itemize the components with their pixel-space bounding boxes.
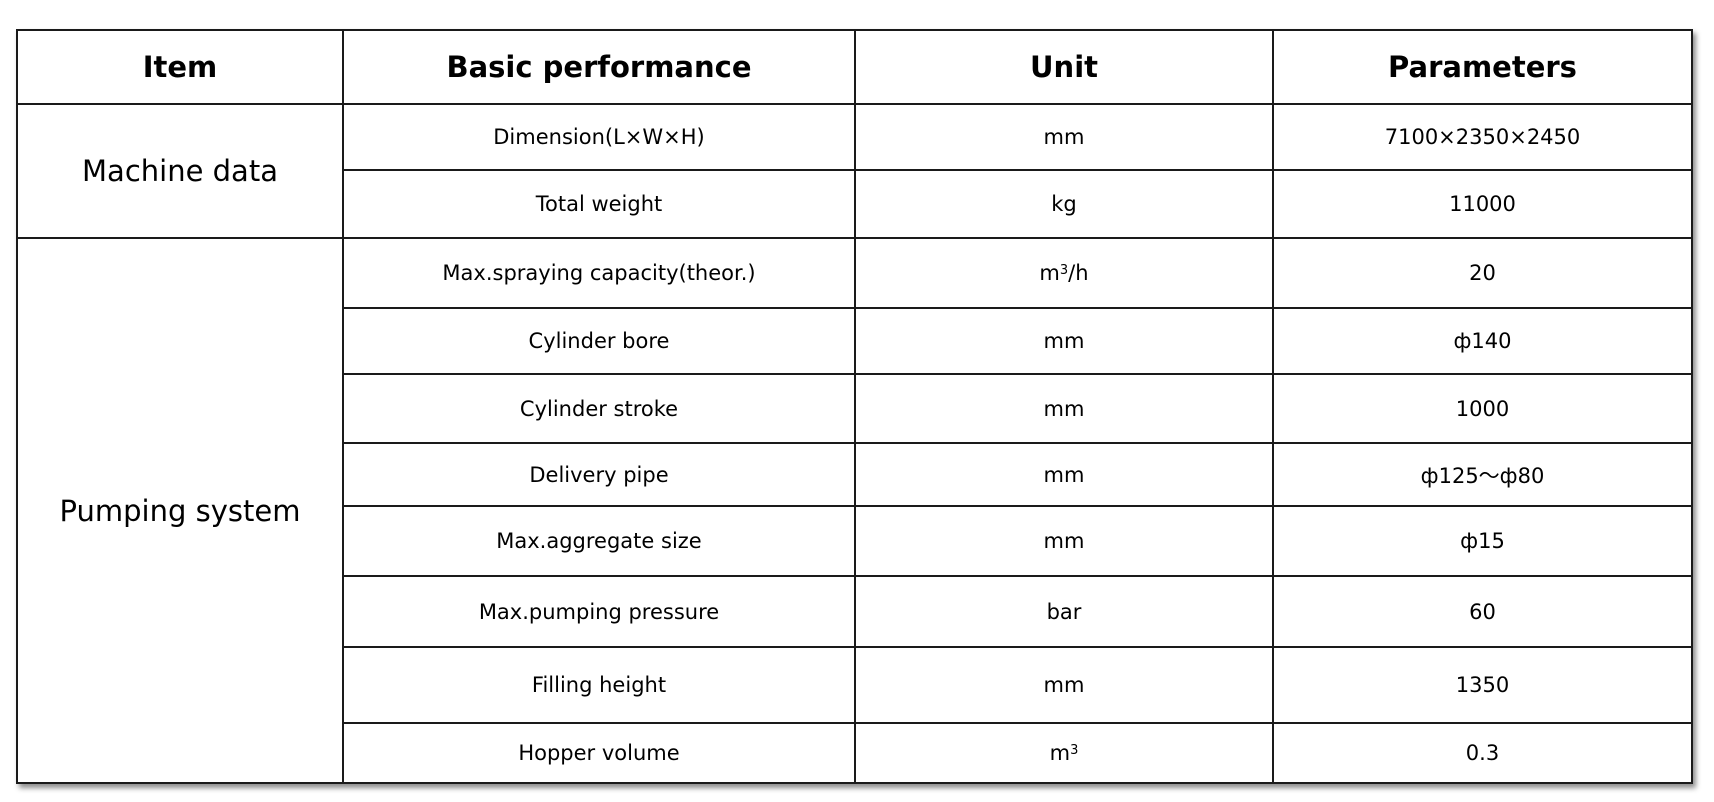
unit-cell: mm — [854, 505, 1274, 577]
table-row: Max.aggregate size mm ф15 — [17, 505, 1693, 577]
table-row: Filling height mm 1350 — [17, 646, 1693, 724]
unit-cell: m3/h — [854, 237, 1274, 309]
performance-cell: Hopper volume — [342, 722, 856, 784]
table-row: Pumping system Max.spraying capacity(theo… — [16, 237, 1693, 784]
table-row: Total weight kg 11000 — [17, 169, 1693, 239]
parameter-cell: 1000 — [1272, 373, 1693, 444]
unit-cell: mm — [854, 442, 1274, 507]
group-cell: Machine data — [16, 103, 344, 239]
performance-cell: Delivery pipe — [342, 442, 856, 507]
parameter-cell: 20 — [1272, 237, 1693, 309]
parameter-cell: ф125～ф80 — [1272, 442, 1693, 507]
table-row: Cylinder bore mm ф140 — [17, 307, 1693, 375]
parameter-cell: 1350 — [1272, 646, 1693, 724]
parameter-cell: 0.3 — [1272, 722, 1693, 784]
spec-table: Item Basic performance Unit Parameters M… — [16, 29, 1693, 784]
performance-cell: Max.aggregate size — [342, 505, 856, 577]
performance-cell: Dimension(L×W×H) — [342, 103, 856, 171]
header-unit: Unit — [854, 29, 1274, 105]
performance-cell: Filling height — [342, 646, 856, 724]
header-row: Item Basic performance Unit Parameters — [16, 29, 1693, 105]
parameter-cell: 7100×2350×2450 — [1272, 103, 1693, 171]
unit-cell: mm — [854, 103, 1274, 171]
performance-cell: Total weight — [342, 169, 856, 239]
performance-cell: Max.spraying capacity(theor.) — [342, 237, 856, 309]
table-row: Max.pumping pressure bar 60 — [17, 575, 1693, 648]
group-cell: Pumping system — [16, 237, 344, 784]
unit-cell: mm — [854, 646, 1274, 724]
table-row: Delivery pipe mm ф125～ф80 — [17, 442, 1693, 507]
parameter-cell: ф140 — [1272, 307, 1693, 375]
header-item: Item — [16, 29, 344, 105]
parameter-cell: ф15 — [1272, 505, 1693, 577]
unit-cell: mm — [854, 373, 1274, 444]
parameter-cell: 60 — [1272, 575, 1693, 648]
unit-cell: mm — [854, 307, 1274, 375]
performance-cell: Max.pumping pressure — [342, 575, 856, 648]
performance-cell: Cylinder stroke — [342, 373, 856, 444]
header-parameters: Parameters — [1272, 29, 1693, 105]
unit-cell: kg — [854, 169, 1274, 239]
header-basic-performance: Basic performance — [342, 29, 856, 105]
table-row: Hopper volume m3 0.3 — [17, 722, 1693, 784]
unit-cell: m3 — [854, 722, 1274, 784]
parameter-cell: 11000 — [1272, 169, 1693, 239]
performance-cell: Cylinder bore — [342, 307, 856, 375]
unit-cell: bar — [854, 575, 1274, 648]
table-row: Cylinder stroke mm 1000 — [17, 373, 1693, 444]
table-row: Machine data Dimension(L×W×H) mm 7100×2350×… — [16, 103, 1693, 239]
